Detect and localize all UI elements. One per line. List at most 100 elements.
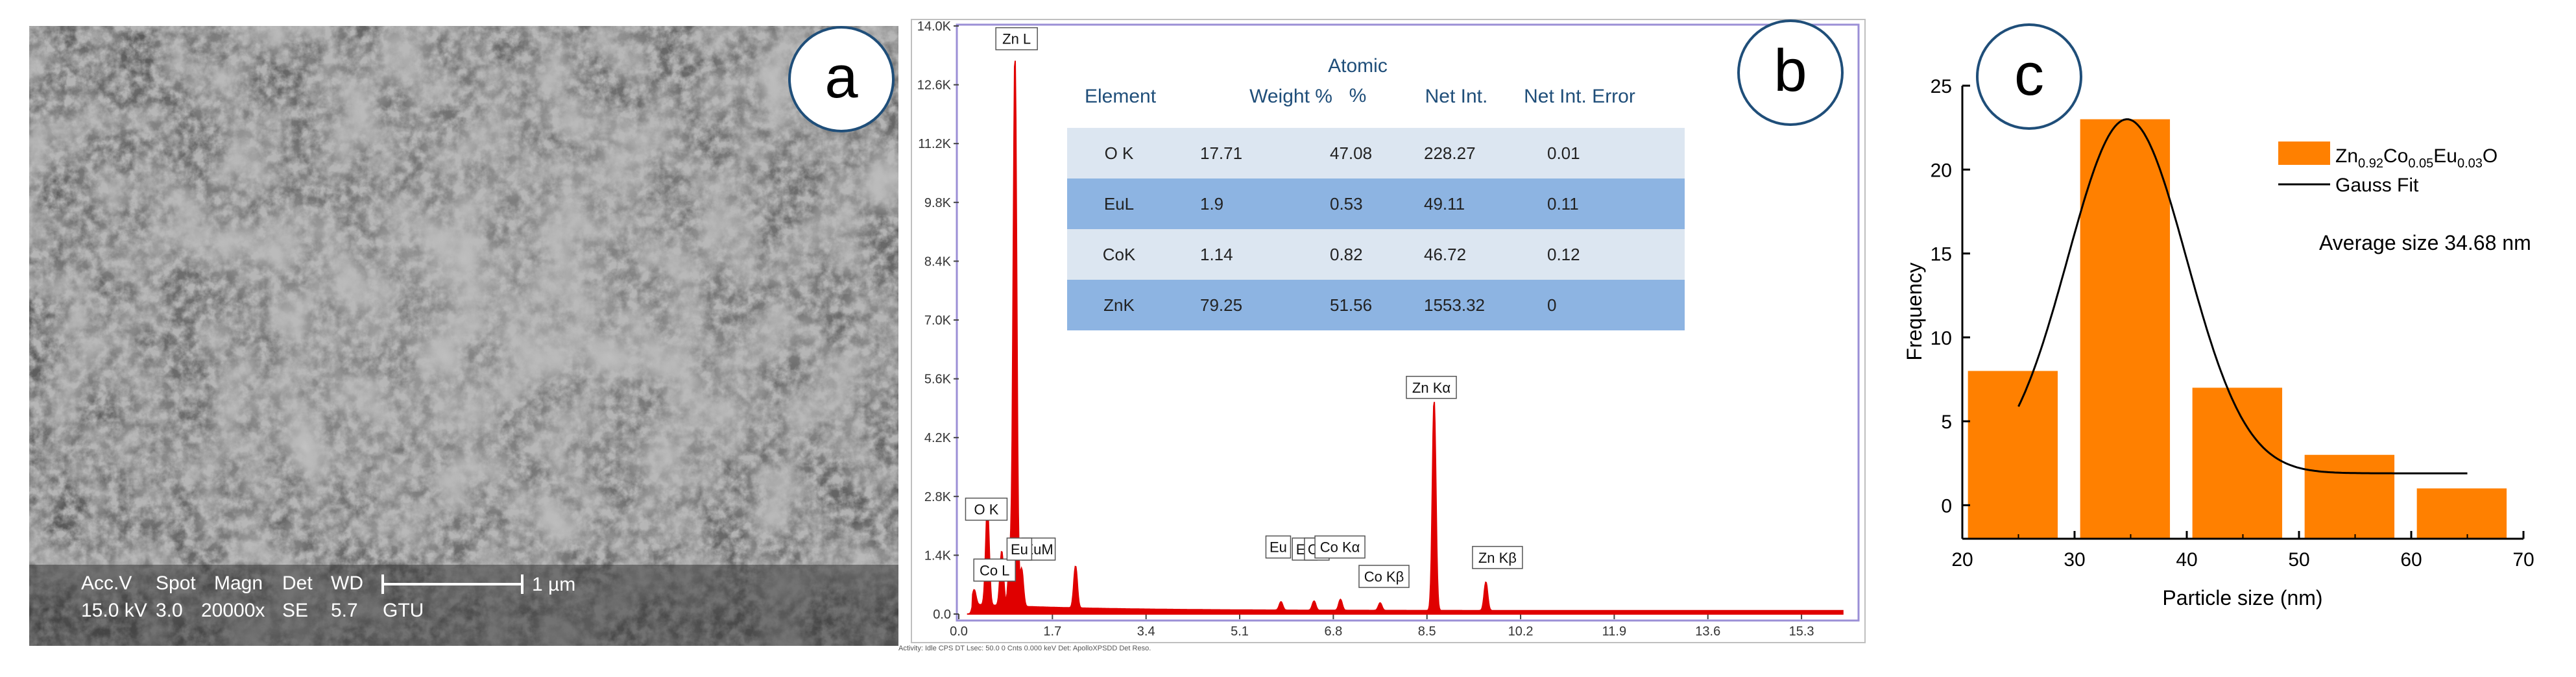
- eds-y-tick-label: 12.6K: [917, 79, 952, 93]
- sem-info-acc: Acc.V: [81, 572, 132, 594]
- eds-peak-label: Eu: [1011, 541, 1028, 558]
- histogram-x-tick-label: 70: [2512, 549, 2534, 571]
- sem-info-v1: 3.0: [156, 600, 183, 621]
- sem-info-v0: 15.0 kV: [81, 600, 147, 621]
- eds-table-cell: 47.08: [1330, 143, 1372, 163]
- eds-peak-label-box: [1265, 535, 1292, 559]
- sem-panel: [29, 26, 898, 646]
- histogram-x-tick-label: 30: [2064, 549, 2085, 571]
- eds-y-tick-label: 8.4K: [924, 254, 952, 269]
- eds-table-cell: 17.71: [1200, 143, 1242, 163]
- eds-x-tick-label: 10.2: [1508, 624, 1534, 639]
- panel-c-letter: c: [2014, 42, 2044, 108]
- eds-x-tick-label: 1.7: [1043, 624, 1061, 639]
- eds-peak-label: Zn L: [1002, 31, 1031, 47]
- eds-x-tick-label: 5.1: [1231, 624, 1249, 639]
- eds-table: Element Weight % Net Int. Net Int. Error Ato…: [1067, 55, 1685, 330]
- eds-spectrum-line: [967, 60, 1844, 615]
- sem-info-magn: Magn: [214, 572, 263, 594]
- eds-table-row: [1067, 128, 1685, 178]
- eds-table-cell: O K: [1105, 143, 1134, 163]
- sem-info-det: Det: [282, 572, 313, 594]
- eds-table-cell: ZnK: [1103, 295, 1135, 315]
- legend-label-fit: Gauss Fit: [2335, 175, 2419, 196]
- eds-peak-label: Co Kβ: [1364, 569, 1404, 585]
- eds-table-cell: 51.56: [1330, 295, 1372, 315]
- eds-panel: 0.0 1.4K 2.8K 4.2K 5.6K 7.0K 8.4K 9.8K 11.2K 12.6…: [898, 19, 1866, 652]
- panel-b-badge: b: [1737, 19, 1844, 126]
- eds-peak-label: Eu: [1270, 539, 1287, 556]
- eds-y-tick-label: 5.6K: [924, 373, 952, 387]
- eds-table-cell: 0.12: [1547, 245, 1580, 264]
- eds-table-cell: EuL: [1104, 194, 1134, 214]
- eds-x-tick-label: 8.5: [1418, 624, 1436, 639]
- histogram-y-tick-label: 0: [1941, 495, 1952, 517]
- sem-info: Acc.V Spot Magn Det WD 15.0 kV 3.0 20000…: [81, 572, 424, 621]
- histogram-y-tick-label: 10: [1931, 328, 1952, 349]
- eds-y-tick-label: 1.4K: [924, 548, 952, 563]
- histogram-bar: [2304, 454, 2395, 539]
- eds-peak-label-box: [973, 558, 1016, 582]
- sem-info-bar: [29, 565, 898, 646]
- histogram-x-tick-label: 50: [2288, 549, 2309, 571]
- eds-x-tick-label: 0.0: [950, 624, 968, 639]
- sem-info-spot: Spot: [156, 572, 196, 594]
- eds-table-cell: 1553.32: [1424, 295, 1485, 315]
- histogram-ylabel: Frequency: [1903, 262, 1926, 360]
- panel-a-badge: a: [788, 26, 895, 132]
- average-size-annotation: Average size 34.68 nm: [2319, 231, 2531, 254]
- histogram-bars: [1968, 119, 2507, 539]
- panel-b-letter: b: [1774, 38, 1807, 104]
- eds-table-cell: 0.53: [1330, 194, 1363, 214]
- eds-peak-label-box: [995, 27, 1038, 51]
- legend-swatch-bar: [2278, 142, 2330, 165]
- eds-table-row: [1067, 229, 1685, 280]
- eds-table-header: Element: [1085, 86, 1157, 107]
- eds-table-cell: CoK: [1103, 245, 1136, 264]
- eds-table-cell: 49.11: [1424, 194, 1465, 214]
- sem-grain: [29, 26, 898, 646]
- eds-y-tick-label: 11.2K: [918, 137, 951, 151]
- histogram-axes: 20 30 40 50 60 70 0 5 10 15 20 25: [1931, 76, 2534, 571]
- eds-table-cell: 79.25: [1200, 295, 1242, 315]
- eds-y-tick-label: 2.8K: [924, 490, 952, 504]
- sem-info-v4: 5.7: [331, 600, 358, 621]
- histogram-bar: [2416, 488, 2507, 539]
- histogram-panel: 20 30 40 50 60 70 0 5 10 15 20 25 Particle size (nm…: [1903, 23, 2534, 609]
- eds-table-cell: 0.82: [1330, 245, 1363, 264]
- eds-peak-label-box: [965, 497, 1008, 521]
- eds-peak-label-box: [1472, 546, 1523, 569]
- eds-peak-label: O K: [974, 501, 999, 517]
- sem-info-v5: GTU: [383, 600, 424, 621]
- eds-x-tick-label: 13.6: [1695, 624, 1720, 639]
- eds-axes: 0.0 1.4K 2.8K 4.2K 5.6K 7.0K 8.4K 9.8K 11.2K 12.6…: [917, 19, 1814, 639]
- eds-table-row: [1067, 280, 1685, 330]
- eds-x-tick-label: 11.9: [1602, 624, 1626, 639]
- eds-peak-label: Co Kα: [1320, 539, 1360, 556]
- eds-peak-label: Zn Kα: [1412, 380, 1451, 396]
- eds-table-cell: 1.9: [1200, 194, 1223, 214]
- eds-peak-label: Zn Kβ: [1478, 550, 1517, 566]
- sem-info-v3: SE: [282, 600, 308, 621]
- eds-table-cell: 228.27: [1424, 143, 1476, 163]
- eds-y-tick-label: 7.0K: [924, 314, 952, 328]
- eds-peak-label-box: [1358, 565, 1410, 588]
- eds-table-cell: 1.14: [1200, 245, 1233, 264]
- eds-x-tick-label: 15.3: [1789, 624, 1814, 639]
- eds-table-header: Net Int. Error: [1524, 86, 1635, 107]
- gauss-fit-line: [2017, 118, 2468, 474]
- histogram-y-tick-label: 5: [1941, 412, 1952, 433]
- eds-y-tick-label: 9.8K: [924, 196, 952, 210]
- histogram-bar: [2080, 119, 2171, 539]
- histogram-x-tick-label: 20: [1951, 549, 1973, 571]
- eds-y-tick-label: 0.0: [933, 608, 951, 622]
- histogram-bar: [2192, 388, 2283, 539]
- eds-y-tick-label: 4.2K: [924, 431, 952, 445]
- histogram-x-tick-label: 40: [2176, 549, 2197, 571]
- eds-table-header-atomic: %: [1349, 85, 1367, 106]
- eds-table-cell: 0: [1547, 295, 1556, 315]
- histogram-y-tick-label: 15: [1931, 244, 1952, 265]
